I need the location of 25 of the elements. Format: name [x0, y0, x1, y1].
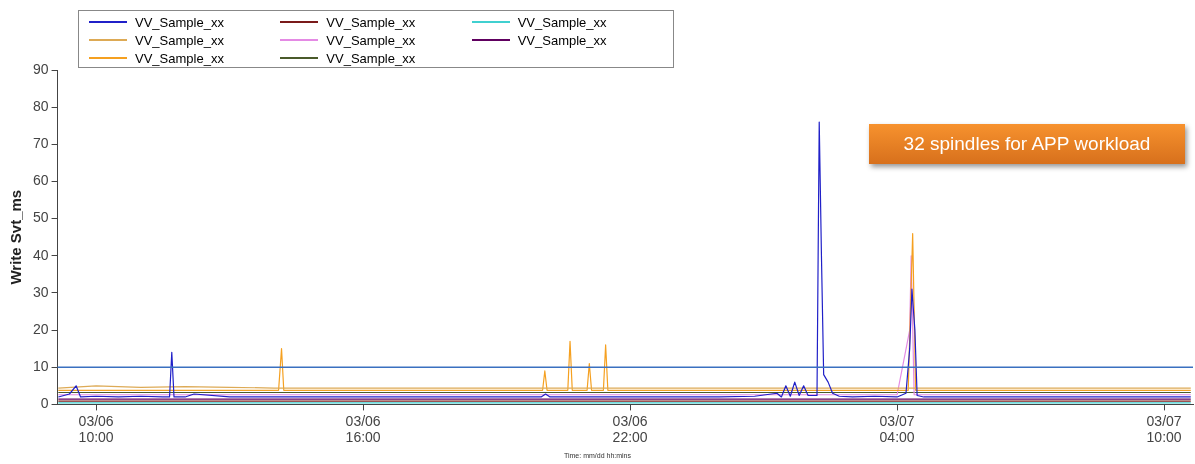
y-tick-label: 60: [32, 172, 49, 189]
y-tick-label: 10: [32, 358, 49, 375]
x-tick-label: 03/06 22:00: [612, 412, 648, 446]
y-tick-label: 20: [32, 320, 49, 337]
legend-label: VV_Sample_xx: [326, 50, 416, 66]
x-tick-label: 03/07 10:00: [1146, 412, 1182, 446]
legend-label: VV_Sample_xx: [135, 50, 224, 66]
y-tick-label: 90: [32, 60, 49, 77]
legend-label: VV_Sample_xx: [135, 32, 224, 48]
legend-label: VV_Sample_xx: [517, 32, 607, 48]
y-tick-label: 30: [32, 283, 49, 300]
y-tick-label: 70: [32, 135, 49, 152]
y-axis-title: Write Svt_ms: [7, 189, 25, 285]
x-tick-label: 03/06 16:00: [345, 412, 381, 446]
callout-box: 32 spindles for APP workload: [869, 124, 1185, 164]
x-tick-label: 03/06 10:00: [78, 412, 114, 446]
y-tick-label: 50: [32, 209, 49, 226]
x-tick-label: 03/07 04:00: [879, 412, 915, 446]
legend-label: VV_Sample_xx: [326, 32, 416, 48]
y-tick-label: 40: [32, 246, 49, 263]
y-tick-label: 80: [32, 98, 49, 115]
y-tick-label: 0: [40, 395, 49, 412]
legend-label: VV_Sample_xx: [517, 14, 607, 30]
legend-label: VV_Sample_xx: [326, 14, 416, 30]
legend-label: VV_Sample_xx: [135, 14, 224, 30]
